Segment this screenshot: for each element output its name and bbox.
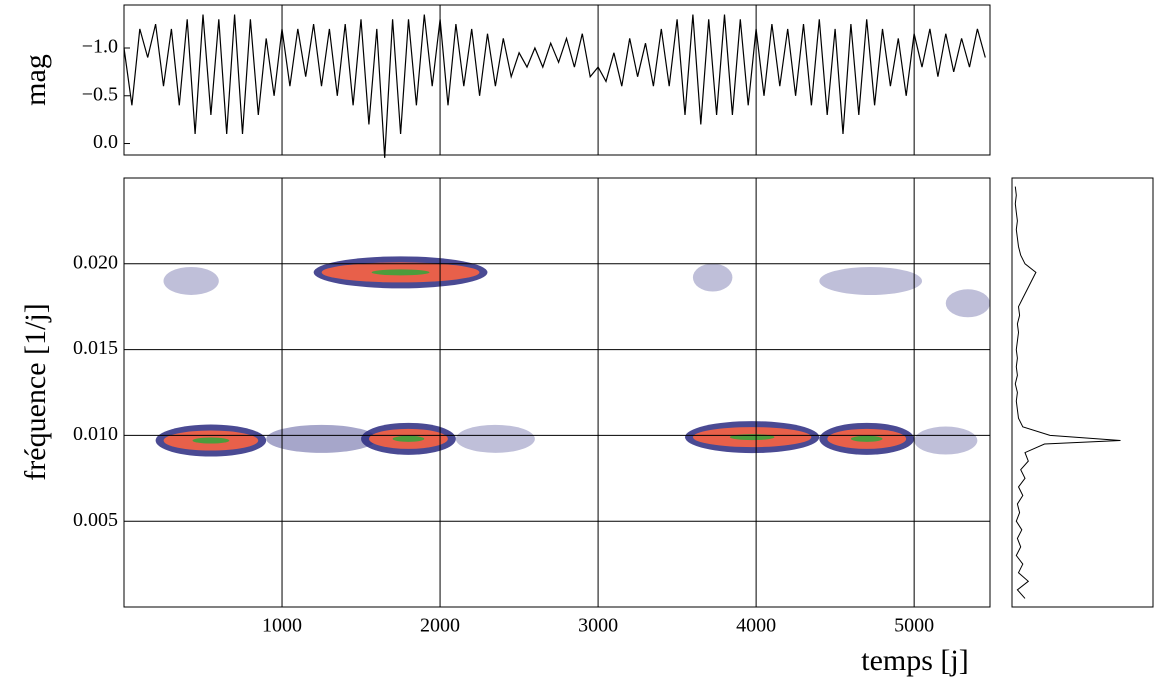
ridge-core — [392, 435, 425, 442]
y-axis-label: fréquence [1/j] — [19, 303, 52, 480]
ridge — [455, 424, 535, 453]
ridge — [819, 266, 923, 295]
ridge — [266, 424, 377, 453]
y-tick-label: 0.005 — [73, 509, 118, 531]
plot-frame — [123, 177, 991, 608]
ridge — [163, 266, 219, 295]
light-curve — [123, 14, 986, 158]
ridge-core — [371, 269, 430, 276]
y-tick-label: 0.010 — [73, 423, 118, 445]
y-tick-label: 0.015 — [73, 337, 118, 359]
ridge — [692, 263, 733, 292]
periodogram-line — [1014, 186, 1121, 599]
ridge — [914, 426, 978, 455]
ridge-core — [192, 437, 230, 444]
x-axis-label: temps [j] — [861, 644, 968, 677]
x-tick-label: 2000 — [420, 615, 460, 637]
y-tick-label: 0.020 — [73, 251, 118, 273]
y-tick-label: −0.5 — [82, 83, 118, 105]
y-tick-label: −1.0 — [82, 36, 118, 58]
x-tick-label: 5000 — [894, 615, 934, 637]
y-tick-label: 0.0 — [93, 131, 118, 153]
y-axis-label: mag — [19, 54, 52, 106]
plot-frame — [123, 4, 991, 156]
ridge — [945, 289, 990, 318]
plot-frame — [1011, 177, 1154, 608]
x-tick-label: 1000 — [262, 615, 302, 637]
x-tick-label: 4000 — [736, 615, 776, 637]
ridge-core — [850, 435, 883, 442]
x-tick-label: 3000 — [578, 615, 618, 637]
